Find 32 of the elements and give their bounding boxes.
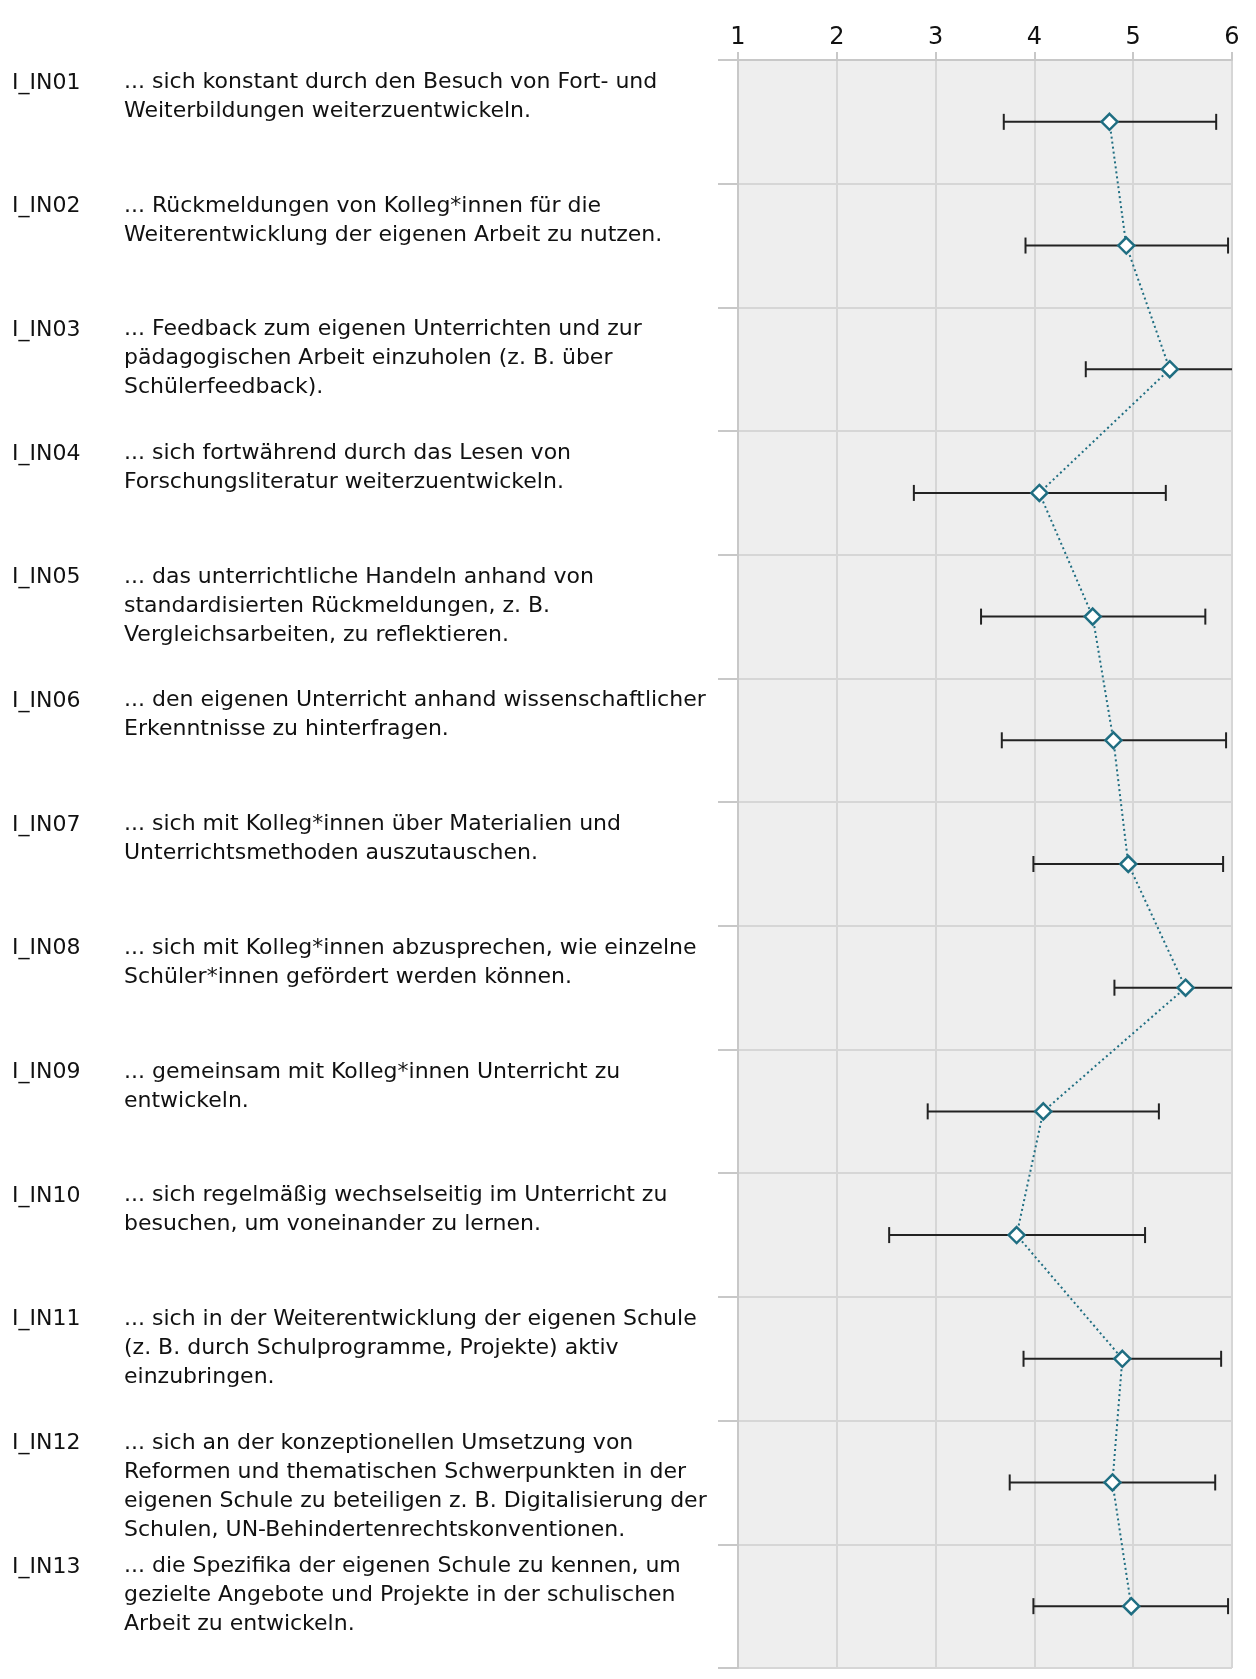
- point: [1007, 1225, 1026, 1245]
- category-label: I_IN05 ... das unterrichtliche Handeln anhand von standardisierten Rückmeldungen, z. B. Vergleichsarbeiten, zu reflektieren.: [12, 562, 594, 646]
- point: [1083, 607, 1102, 626]
- category-label: I_IN09 ... gemeinsam mit Kolleg*innen Unterricht zu entwickeln.: [12, 1057, 621, 1112]
- point: [1030, 483, 1049, 503]
- x-tick-label: 3: [927, 22, 944, 50]
- category-label: I_IN11 ... sich in der Weiterentwicklung der eigenen Schule (z. B. durch Schulprogramme, Projekte) aktiv einzubringen.: [12, 1304, 697, 1388]
- x-tick-label: 1: [730, 22, 746, 50]
- category-label: I_IN13 ... die Spezifika der eigenen Schule zu kennen, um gezielte Angebote und Projekte in der schulischen Arbeit zu entwickeln.: [12, 1552, 681, 1636]
- point: [1100, 112, 1119, 132]
- x-tick-label: 6: [1224, 22, 1240, 50]
- point: [1160, 359, 1180, 379]
- x-tick-label: 2: [829, 22, 845, 50]
- point: [1113, 1349, 1132, 1369]
- category-label: I_IN08 ... sich mit Kolleg*innen abzusprechen, wie einzelne Schüler*innen gefördert werden können.: [12, 933, 697, 988]
- category-label: I_IN10 ... sich regelmäßig wechselseitig im Unterricht zu besuchen, um voneinander zu lernen.: [12, 1181, 668, 1236]
- point: [1121, 1596, 1141, 1616]
- x-tick-label: 5: [1125, 22, 1141, 50]
- category-label: I_IN07 ... sich mit Kolleg*innen über Materialien und Unterrichtsmethoden auszutauschen.: [12, 810, 622, 865]
- category-label: I_IN06 ... den eigenen Unterricht anhand wissenschaftlicher Erkenntnisse zu hinterfragen.: [12, 686, 706, 741]
- category-label: I_IN04 ... sich fortwährend durch das Lesen von Forschungsliteratur weiterzuentwickeln.: [12, 439, 572, 494]
- point: [1119, 854, 1138, 874]
- point: [1117, 236, 1136, 255]
- point: [1176, 978, 1195, 997]
- category-label: I_IN01 ... sich konstant durch den Besuch von Fort- und Weiterbildungen weiterzuentwickeln.: [12, 68, 658, 122]
- point: [1103, 1473, 1122, 1492]
- category-label: I_IN02 ... Rückmeldungen von Kolleg*innen für die Weiterentwicklung der eigenen Arbeit zu nutzen.: [12, 191, 663, 246]
- point: [1104, 731, 1123, 750]
- x-tick-label: 4: [1026, 22, 1043, 50]
- category-label: I_IN12 ... sich an der konzeptionellen Umsetzung von Reformen und thematischen Schwerpunkten in der eigenen Schule zu beteiligen z. B. Digitalisierung der Schulen, UN-Behindertenrechtskonventionen.: [12, 1428, 707, 1541]
- point: [1034, 1102, 1053, 1121]
- category-label: I_IN03 ... Feedback zum eigenen Unterrichten und zur pädagogischen Arbeit einzuholen (z. B. über Schülerfeedback).: [12, 315, 642, 399]
